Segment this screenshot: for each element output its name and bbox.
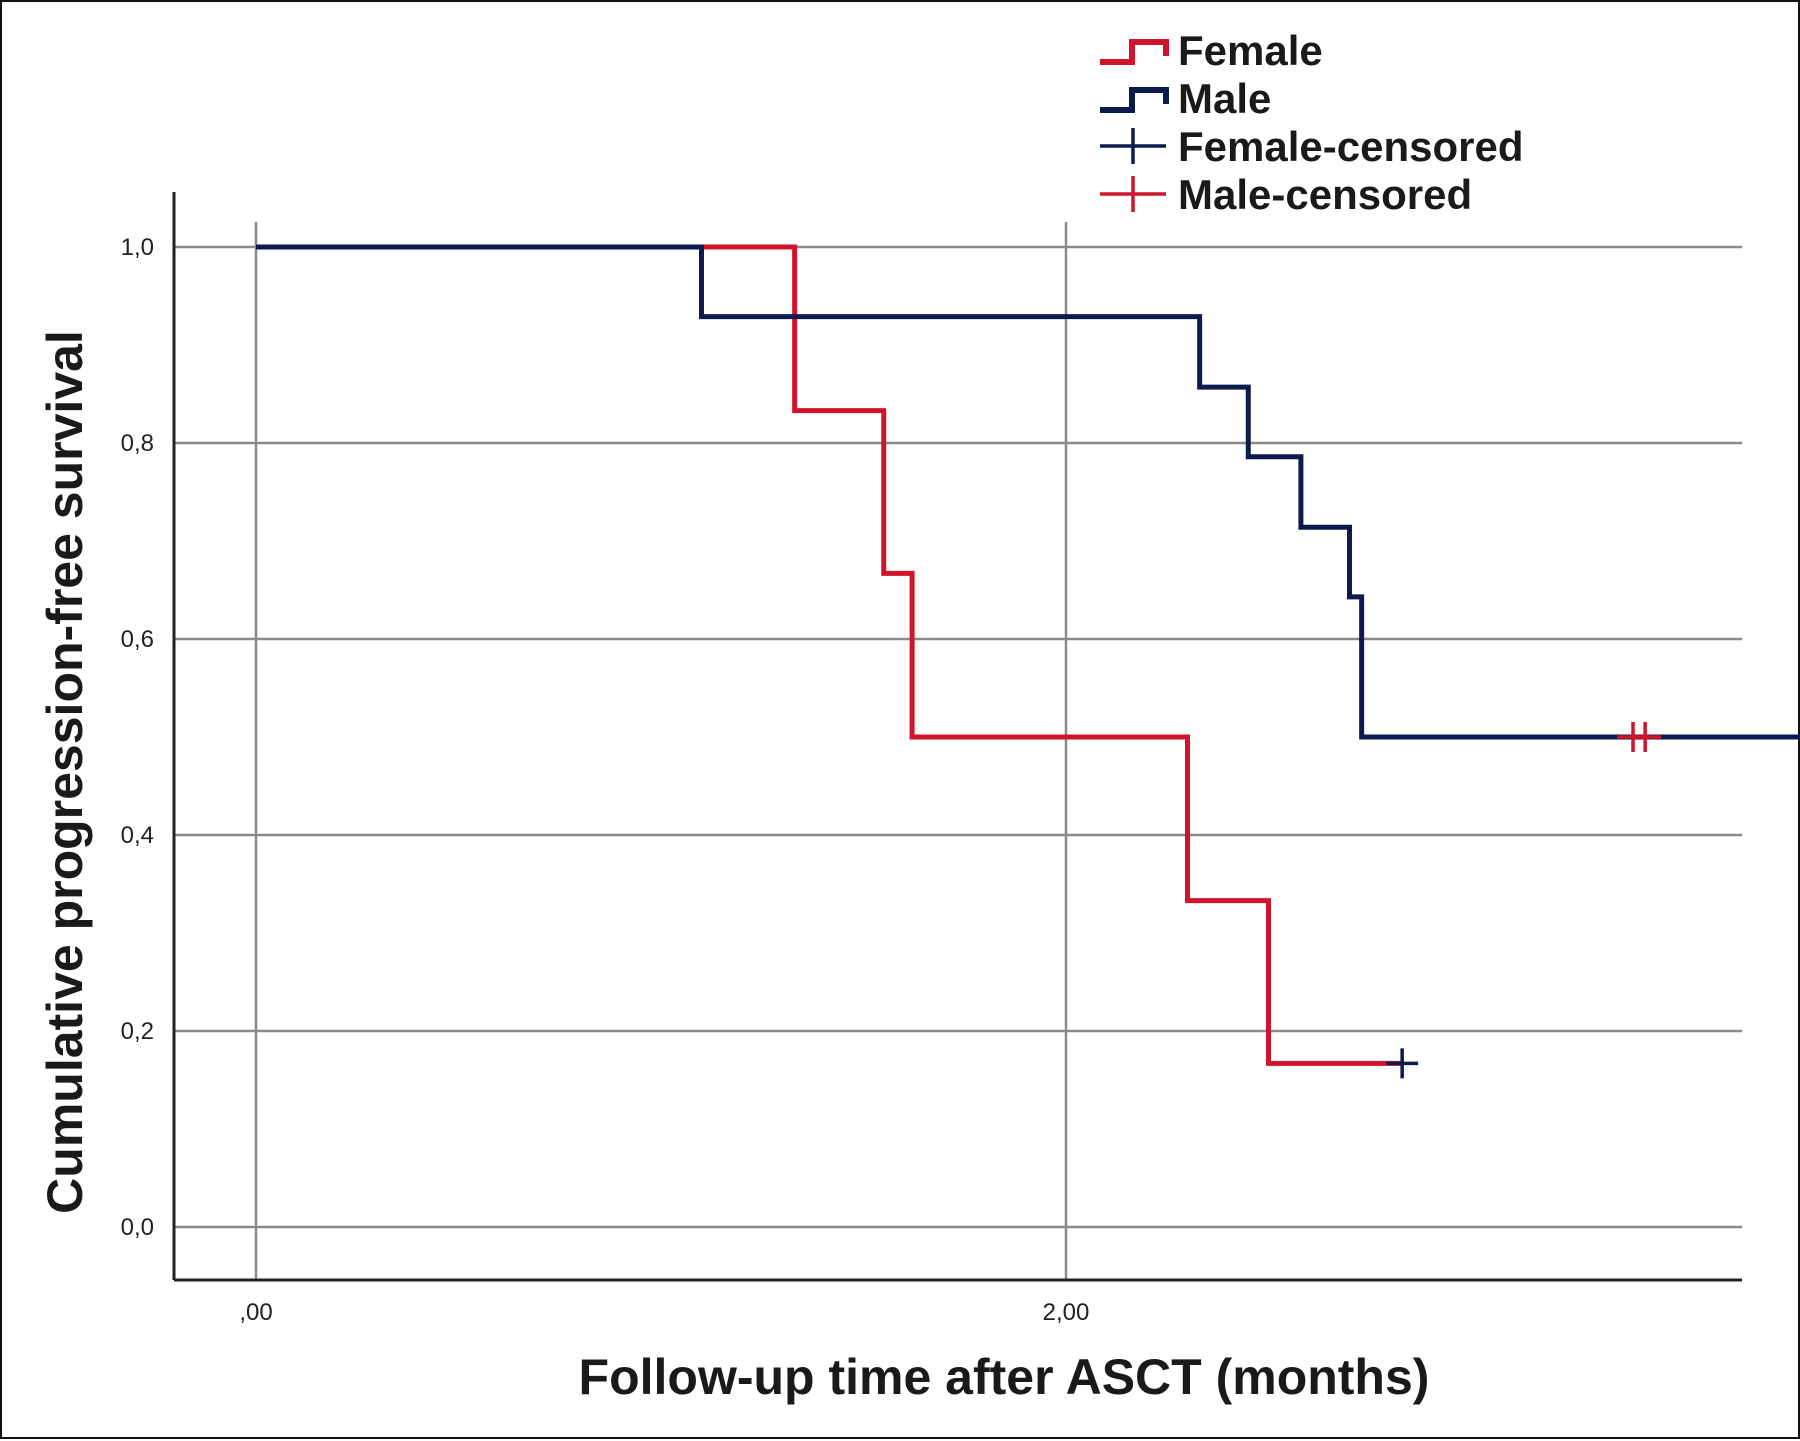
legend-label-female-censored: Female-censored — [1178, 123, 1523, 170]
x-tick-label: ,00 — [239, 1299, 272, 1326]
tick-labels: 0,00,20,40,60,81,0,002,004,006,00 — [121, 234, 1090, 1326]
y-axis-title: Cumulative progression-free survival — [37, 330, 93, 1214]
y-tick-label: 0,4 — [121, 822, 154, 849]
legend-swatch-male — [1100, 87, 1169, 113]
series-line-female — [256, 244, 1403, 1066]
axes — [172, 192, 1742, 1282]
x-axis-title: Follow-up time after ASCT (months) — [579, 1349, 1430, 1405]
legend-label-female: Female — [1178, 27, 1323, 74]
x-tick-label: 2,00 — [1043, 1299, 1090, 1326]
legend-swatch-female-censored — [1100, 128, 1166, 164]
series-lines — [256, 244, 1800, 1066]
legend-item-female-censored: Female-censored — [1100, 123, 1523, 170]
censor-marks — [1386, 722, 1662, 1079]
legend-swatch-female — [1100, 39, 1169, 65]
legend-item-male: Male — [1100, 75, 1271, 122]
censor-mark-male-censored — [1629, 722, 1662, 752]
legend-label-male: Male — [1178, 75, 1271, 122]
censor-mark-female-censored — [1386, 1048, 1419, 1079]
y-tick-label: 0,2 — [121, 1018, 154, 1045]
series-line-male — [256, 244, 1800, 740]
legend-swatch-male-censored — [1100, 176, 1166, 212]
y-tick-label: 0,0 — [121, 1214, 154, 1241]
legend-label-male-censored: Male-censored — [1178, 171, 1472, 218]
legend-item-female: Female — [1100, 27, 1323, 74]
grid-lines — [174, 222, 1742, 1280]
y-tick-label: 0,6 — [121, 626, 154, 653]
y-tick-label: 0,8 — [121, 430, 154, 457]
legend-item-male-censored: Male-censored — [1100, 171, 1472, 218]
y-tick-label: 1,0 — [121, 234, 154, 261]
